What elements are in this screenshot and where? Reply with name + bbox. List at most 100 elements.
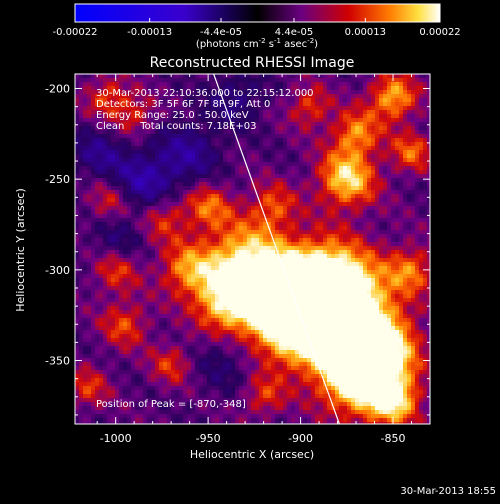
heatmap-cell [367,174,371,178]
heatmap-cell [311,150,315,154]
heatmap-cell [231,150,235,154]
heatmap-cell [171,154,175,158]
heatmap-cell [283,222,287,226]
heatmap-cell [79,258,83,262]
heatmap-cell [203,170,207,174]
heatmap-cell [291,102,295,106]
heatmap-cell [187,154,191,158]
heatmap-cell [151,166,155,170]
heatmap-cell [235,174,239,178]
heatmap-cell [263,138,267,142]
heatmap-cell [115,146,119,150]
heatmap-cell [339,270,343,274]
heatmap-cell [283,158,287,162]
heatmap-cell [171,158,175,162]
heatmap-cell [367,106,371,110]
heatmap-cell [279,246,283,250]
heatmap-cell [335,258,339,262]
heatmap-cell [247,182,251,186]
heatmap-cell [387,158,391,162]
heatmap-cell [411,122,415,126]
heatmap-cell [267,254,271,258]
heatmap-cell [287,106,291,110]
heatmap-cell [319,178,323,182]
heatmap-cell [135,218,139,222]
heatmap-cell [207,154,211,158]
heatmap-cell [291,222,295,226]
heatmap-cell [379,214,383,218]
heatmap-cell [347,118,351,122]
heatmap-cell [183,74,187,78]
heatmap-cell [167,230,171,234]
heatmap-cell [147,274,151,278]
heatmap-cell [239,238,243,242]
heatmap-cell [199,182,203,186]
heatmap-cell [279,294,283,298]
heatmap-cell [159,234,163,238]
heatmap-cell [147,74,151,78]
heatmap-cell [107,278,111,282]
heatmap-cell [259,222,263,226]
heatmap-cell [79,230,83,234]
heatmap-cell [139,78,143,82]
heatmap-cell [159,178,163,182]
heatmap-cell [335,210,339,214]
heatmap-cell [203,270,207,274]
heatmap-cell [79,186,83,190]
heatmap-cell [183,82,187,86]
heatmap-cell [367,286,371,290]
heatmap-cell [403,90,407,94]
heatmap-cell [143,214,147,218]
heatmap-cell [271,286,275,290]
heatmap-cell [407,150,411,154]
heatmap-cell [215,146,219,150]
heatmap-cell [255,242,259,246]
heatmap-cell [127,154,131,158]
heatmap-cell [263,262,267,266]
heatmap-cell [411,170,415,174]
heatmap-cell [415,214,419,218]
heatmap-cell [91,262,95,266]
heatmap-cell [423,114,427,118]
heatmap-cell [415,250,419,254]
heatmap-cell [127,202,131,206]
heatmap-cell [111,258,115,262]
heatmap-cell [383,174,387,178]
heatmap-cell [223,290,227,294]
heatmap-cell [175,250,179,254]
heatmap-cell [255,226,259,230]
heatmap-cell [267,242,271,246]
heatmap-cell [155,278,159,282]
heatmap-cell [331,226,335,230]
heatmap-cell [367,122,371,126]
heatmap-cell [283,206,287,210]
heatmap-cell [323,154,327,158]
heatmap-cell [83,226,87,230]
heatmap-cell [163,154,167,158]
heatmap-cell [123,254,127,258]
heatmap-cell [335,134,339,138]
heatmap-cell [391,126,395,130]
heatmap-cell [339,262,343,266]
heatmap-cell [347,282,351,286]
heatmap-cell [363,182,367,186]
heatmap-cell [335,270,339,274]
heatmap-cell [263,258,267,262]
heatmap-cell [399,282,403,286]
heatmap-cell [247,278,251,282]
heatmap-cell [199,294,203,298]
heatmap-cell [91,154,95,158]
heatmap-cell [263,114,267,118]
heatmap-cell [151,154,155,158]
heatmap-cell [319,270,323,274]
heatmap-cell [323,278,327,282]
heatmap-cell [127,270,131,274]
heatmap-cell [367,98,371,102]
heatmap-cell [335,182,339,186]
heatmap-cell [143,194,147,198]
heatmap-cell [315,142,319,146]
heatmap-cell [291,202,295,206]
heatmap-cell [103,146,107,150]
heatmap-cell [183,190,187,194]
heatmap-cell [315,202,319,206]
